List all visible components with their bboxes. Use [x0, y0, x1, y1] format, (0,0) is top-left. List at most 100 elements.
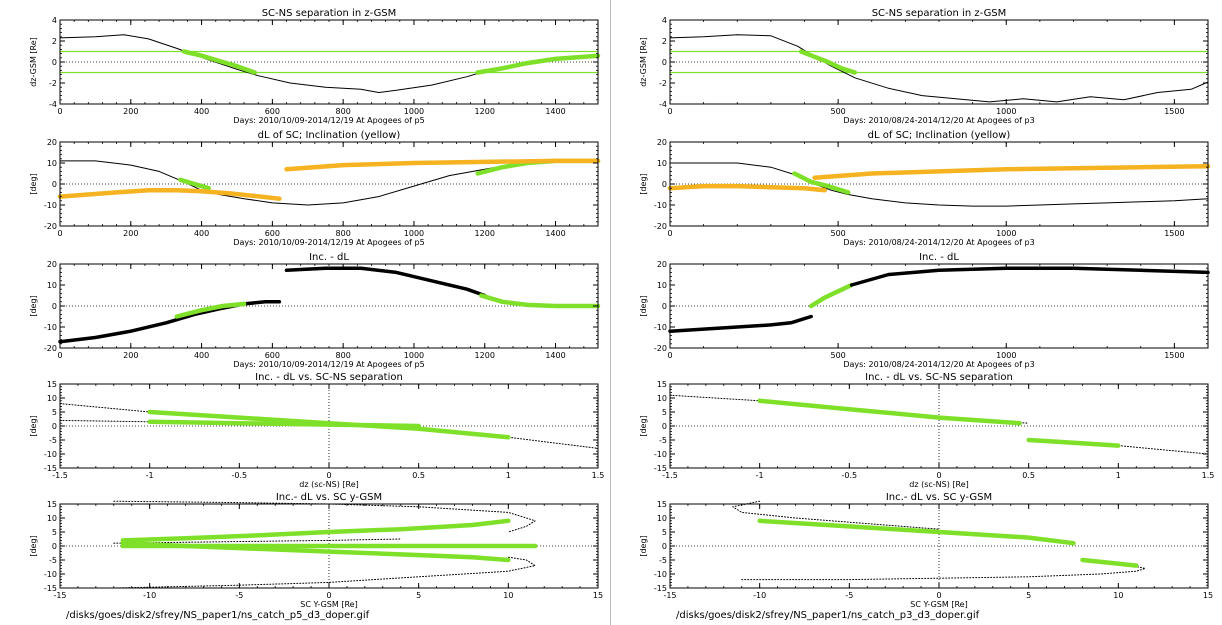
x-tick-label: 1200: [475, 229, 495, 238]
y-tick-label: -5: [659, 556, 667, 565]
x-tick-label: 15: [593, 591, 603, 600]
series-dots: [59, 419, 420, 427]
x-axis-label: Days: 2010/10/09-2014/12/19 At Apogees o…: [233, 360, 424, 369]
right-file-caption: /disks/goes/disk2/sfrey/NS_paper1/ns_cat…: [676, 610, 980, 621]
chart-c9: Inc.- dL vs. SC y-GSM -15 -10 -5 0 5 10 15 -15 -1…: [639, 492, 1213, 609]
series-dots: [113, 556, 536, 589]
y-tick-label: -10: [44, 323, 57, 332]
x-axis-label: dz (sc-NS) [Re]: [909, 480, 968, 489]
chart-c1: dL of SC; Inclination (yellow)0 200 400 600…: [29, 130, 601, 247]
y-tick-label: 15: [47, 500, 57, 509]
y-tick-label: -15: [654, 464, 667, 473]
y-tick-label: 15: [47, 380, 57, 389]
x-tick-label: -1: [756, 471, 764, 480]
chart-title: dL of SC; Inclination (yellow): [868, 130, 1011, 141]
x-tick-label: 400: [194, 229, 209, 238]
chart-c2: Inc. - dL0 200 400 600 800 1000 1200 1400-20-10…: [29, 252, 601, 369]
x-tick-label: 0.5: [412, 471, 425, 480]
x-tick-label: -1.5: [662, 471, 678, 480]
y-tick-label: 0: [52, 542, 57, 551]
y-tick-label: 2: [52, 37, 57, 46]
x-tick-label: 0: [667, 107, 672, 116]
x-tick-label: 10: [503, 591, 513, 600]
x-tick-label: 10: [1113, 591, 1123, 600]
y-tick-label: 5: [662, 528, 667, 537]
x-tick-label: 600: [265, 351, 280, 360]
chart-c5: SC-NS separation in z-GSM 0 500 1000 1500 -4 -…: [639, 8, 1209, 125]
x-tick-label: 200: [123, 107, 138, 116]
x-tick-label: 0: [936, 591, 941, 600]
y-tick-label: 10: [47, 394, 57, 403]
y-tick-label: 0: [662, 542, 667, 551]
x-tick-label: 1000: [404, 229, 424, 238]
y-tick-label: -4: [49, 100, 57, 109]
x-tick-label: 1.5: [1202, 471, 1215, 480]
chart-title: Inc. - dL: [919, 252, 959, 263]
y-tick-label: -10: [654, 201, 667, 210]
y-tick-label: 20: [657, 260, 667, 269]
series-green: [757, 398, 1022, 426]
x-tick-label: 0: [326, 591, 331, 600]
series-dots: [741, 562, 1146, 581]
series-green: [1026, 437, 1121, 448]
x-tick-label: -10: [753, 591, 766, 600]
x-tick-label: 1500: [1164, 107, 1184, 116]
y-tick-label: -5: [49, 436, 57, 445]
x-tick-label: 500: [830, 229, 845, 238]
y-tick-label: 0: [52, 422, 57, 431]
x-tick-label: -1: [146, 471, 154, 480]
x-tick-label: 1400: [545, 107, 565, 116]
y-axis-label: [deg]: [29, 535, 38, 556]
x-tick-label: 0: [667, 351, 672, 360]
x-axis-label: Days: 2010/10/09-2014/12/19 At Apogees o…: [233, 116, 424, 125]
y-axis-label: [deg]: [29, 295, 38, 316]
x-tick-label: 1.5: [592, 471, 605, 480]
y-tick-label: 2: [662, 37, 667, 46]
chart-title: Inc. - dL: [309, 252, 349, 263]
x-tick-label: 500: [830, 107, 845, 116]
y-tick-label: 10: [657, 159, 667, 168]
chart-title: Inc. - dL vs. SC-NS separation: [255, 372, 403, 383]
x-tick-label: 800: [336, 229, 351, 238]
y-tick-label: 0: [662, 180, 667, 189]
y-axis-label: [deg]: [639, 173, 648, 194]
y-tick-label: -10: [44, 570, 57, 579]
chart-c3: Inc. - dL vs. SC-NS separation -1.5 -1 -0.5…: [29, 372, 604, 489]
y-axis-label: dz-GSM [Re]: [639, 37, 648, 87]
x-tick-label: 800: [336, 351, 351, 360]
series-green: [147, 419, 421, 429]
series-green: [174, 301, 247, 319]
x-axis-label: Days: 2010/10/09-2014/12/19 At Apogees o…: [233, 238, 424, 247]
y-tick-label: -20: [654, 344, 667, 353]
x-tick-label: 600: [265, 229, 280, 238]
series-thick: [668, 314, 813, 333]
x-tick-label: 5: [416, 591, 421, 600]
y-tick-label: 20: [657, 138, 667, 147]
y-tick-label: 0: [662, 422, 667, 431]
chart-title: dL of SC; Inclination (yellow): [258, 130, 401, 141]
x-tick-label: -5: [845, 591, 853, 600]
y-tick-label: -4: [659, 100, 667, 109]
x-tick-label: 0: [57, 351, 62, 360]
y-axis-label: dz-GSM [Re]: [29, 37, 38, 87]
x-tick-label: 1000: [996, 351, 1016, 360]
plot-frame: [59, 19, 599, 105]
chart-c0: SC-NS separation in z-GSM 0 200 400 600 800 10…: [29, 8, 601, 125]
x-tick-label: 0: [326, 471, 331, 480]
y-tick-label: 10: [657, 281, 667, 290]
series-green: [1080, 557, 1139, 568]
x-tick-label: 500: [830, 351, 845, 360]
y-tick-label: 0: [52, 302, 57, 311]
y-tick-label: 5: [662, 408, 667, 417]
y-tick-label: 0: [662, 302, 667, 311]
x-tick-label: 1200: [475, 107, 495, 116]
y-tick-label: -20: [654, 222, 667, 231]
plot-frame: [59, 141, 599, 227]
y-tick-label: 10: [657, 514, 667, 523]
x-tick-label: 1400: [545, 351, 565, 360]
x-tick-label: -15: [53, 591, 66, 600]
x-axis-label: Days: 2010/08/24-2014/12/20 At Apogees o…: [843, 360, 1034, 369]
x-tick-label: -1.5: [52, 471, 68, 480]
y-tick-label: 15: [657, 380, 667, 389]
